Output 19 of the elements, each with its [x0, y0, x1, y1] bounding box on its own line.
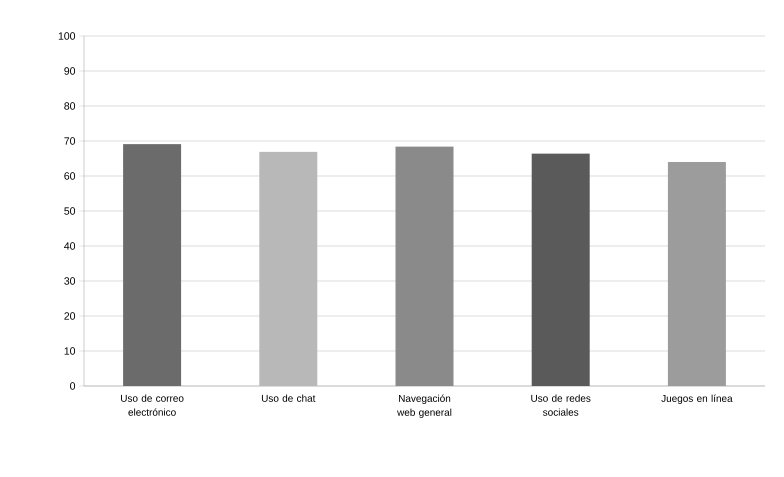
bar	[532, 154, 590, 386]
y-tick-label: 0	[70, 382, 76, 390]
bar	[259, 152, 318, 386]
y-tick-label: 60	[64, 172, 76, 180]
y-tick-label: 10	[64, 347, 76, 355]
y-tick-label: 30	[64, 277, 76, 285]
y-tick-label: 80	[64, 102, 76, 110]
x-tick-label: Navegación web general	[397, 394, 452, 418]
y-tick-label: 20	[64, 312, 76, 320]
x-tick-label: Uso de chat	[262, 394, 316, 402]
y-tick-label: 90	[64, 67, 76, 75]
y-tick-label: 70	[64, 137, 76, 145]
y-tick-label: 100	[58, 32, 76, 40]
y-tick-label: 50	[64, 207, 76, 215]
x-tick-label: Uso de redes sociales	[531, 394, 591, 416]
x-tick-label: Uso de correo electrónico	[121, 394, 184, 416]
y-tick-label: 40	[64, 242, 76, 250]
bar	[123, 144, 182, 386]
x-tick-label: Juegos en línea	[661, 394, 733, 404]
